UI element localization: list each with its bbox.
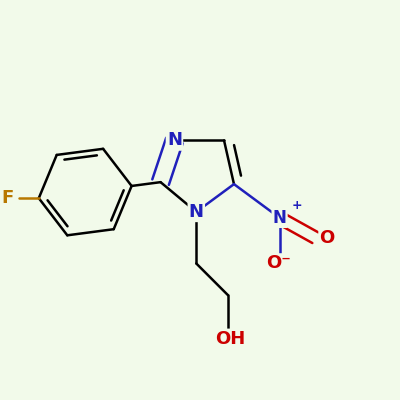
Text: OH: OH bbox=[215, 330, 245, 348]
Text: +: + bbox=[292, 199, 302, 212]
Text: N: N bbox=[273, 209, 286, 227]
Text: O⁻: O⁻ bbox=[266, 254, 291, 272]
Text: N: N bbox=[189, 203, 204, 221]
Text: O: O bbox=[320, 229, 335, 247]
Text: N: N bbox=[167, 132, 182, 150]
Text: F: F bbox=[2, 189, 14, 207]
